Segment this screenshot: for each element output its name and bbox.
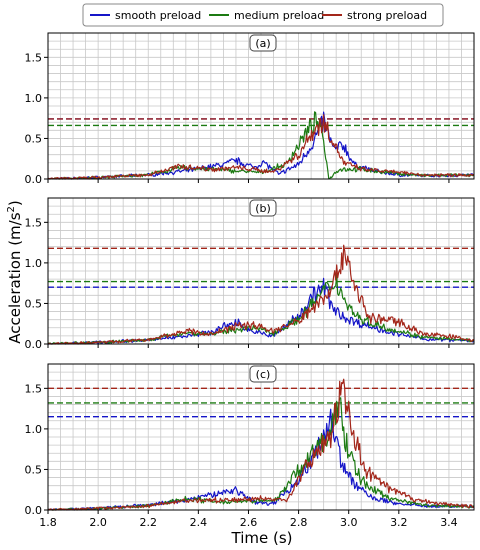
- y-tick-label: 0.0: [25, 338, 43, 351]
- y-tick-label: 1.0: [25, 423, 43, 436]
- x-tick-label: 2.0: [89, 516, 107, 529]
- legend-box: [82, 3, 444, 27]
- x-tick-label: 1.8: [39, 516, 57, 529]
- x-tick-label: 2.2: [139, 516, 157, 529]
- y-tick-label: 0.5: [25, 297, 43, 310]
- y-tick-label: 1.5: [25, 216, 43, 229]
- panel-label-box: [249, 365, 277, 383]
- y-axis-label-close: ): [6, 200, 24, 206]
- panel-label-box: [249, 199, 277, 217]
- panel-label: (c): [256, 368, 271, 381]
- y-tick-label: 0.5: [25, 463, 43, 476]
- legend: smooth preload medium preload strong prelo…: [82, 3, 444, 27]
- y-axis-label-exponent: 2: [6, 206, 17, 212]
- grid: [47, 32, 475, 180]
- series-line: [47, 378, 474, 511]
- panel-label: (b): [255, 202, 271, 215]
- grid: [47, 197, 475, 345]
- y-tick-label: 0.5: [25, 132, 43, 145]
- panels: 0.0 0.5 1.0 1.5 (a) 0.0 0.5 1.0 1.5 (b) 0.0 0.5 1.0 1…: [25, 32, 475, 529]
- x-tick-label: 3.0: [340, 516, 358, 529]
- x-tick-label: 2.4: [190, 516, 208, 529]
- x-axis-label: Time (s): [231, 529, 293, 547]
- y-axis-label-main: Acceleration (m/s: [6, 212, 24, 343]
- plot-frame: [47, 363, 475, 511]
- y-tick-label: 1.0: [25, 257, 43, 270]
- legend-label: strong preload: [347, 9, 427, 22]
- series-line: [47, 244, 475, 345]
- panel-label: (a): [255, 37, 270, 50]
- x-tick-label: 2.8: [290, 516, 308, 529]
- y-tick-label: 0.0: [25, 173, 43, 186]
- series-line: [47, 273, 475, 345]
- series-line: [47, 114, 474, 180]
- panel-label-box: [249, 34, 277, 52]
- y-tick-label: 1.0: [25, 92, 43, 105]
- x-tick-label: 3.4: [440, 516, 458, 529]
- grid: [47, 363, 475, 511]
- plot-frame: [47, 32, 475, 180]
- y-tick-label: 1.5: [25, 382, 43, 395]
- y-tick-label: 1.5: [25, 51, 43, 64]
- panel-1: 0.0 0.5 1.0 1.5 (a): [25, 32, 475, 186]
- x-tick-label: 3.2: [390, 516, 408, 529]
- legend-label: medium preload: [234, 9, 324, 22]
- svg-text:Acceleration (m/s2): Acceleration (m/s2): [6, 200, 24, 344]
- y-tick-label: 0.0: [25, 504, 43, 517]
- y-axis-label: Acceleration (m/s2): [6, 200, 24, 344]
- plot-frame: [47, 197, 475, 345]
- series-line: [47, 111, 475, 180]
- panel-3: 0.0 0.5 1.0 1.5 1.8 2.0 2.2 2.4 2.6 2.8 3.0 3.2 3.4 (…: [25, 363, 475, 529]
- panel-2: 0.0 0.5 1.0 1.5 (b): [25, 197, 475, 351]
- legend-label: smooth preload: [115, 9, 201, 22]
- x-tick-label: 2.6: [240, 516, 258, 529]
